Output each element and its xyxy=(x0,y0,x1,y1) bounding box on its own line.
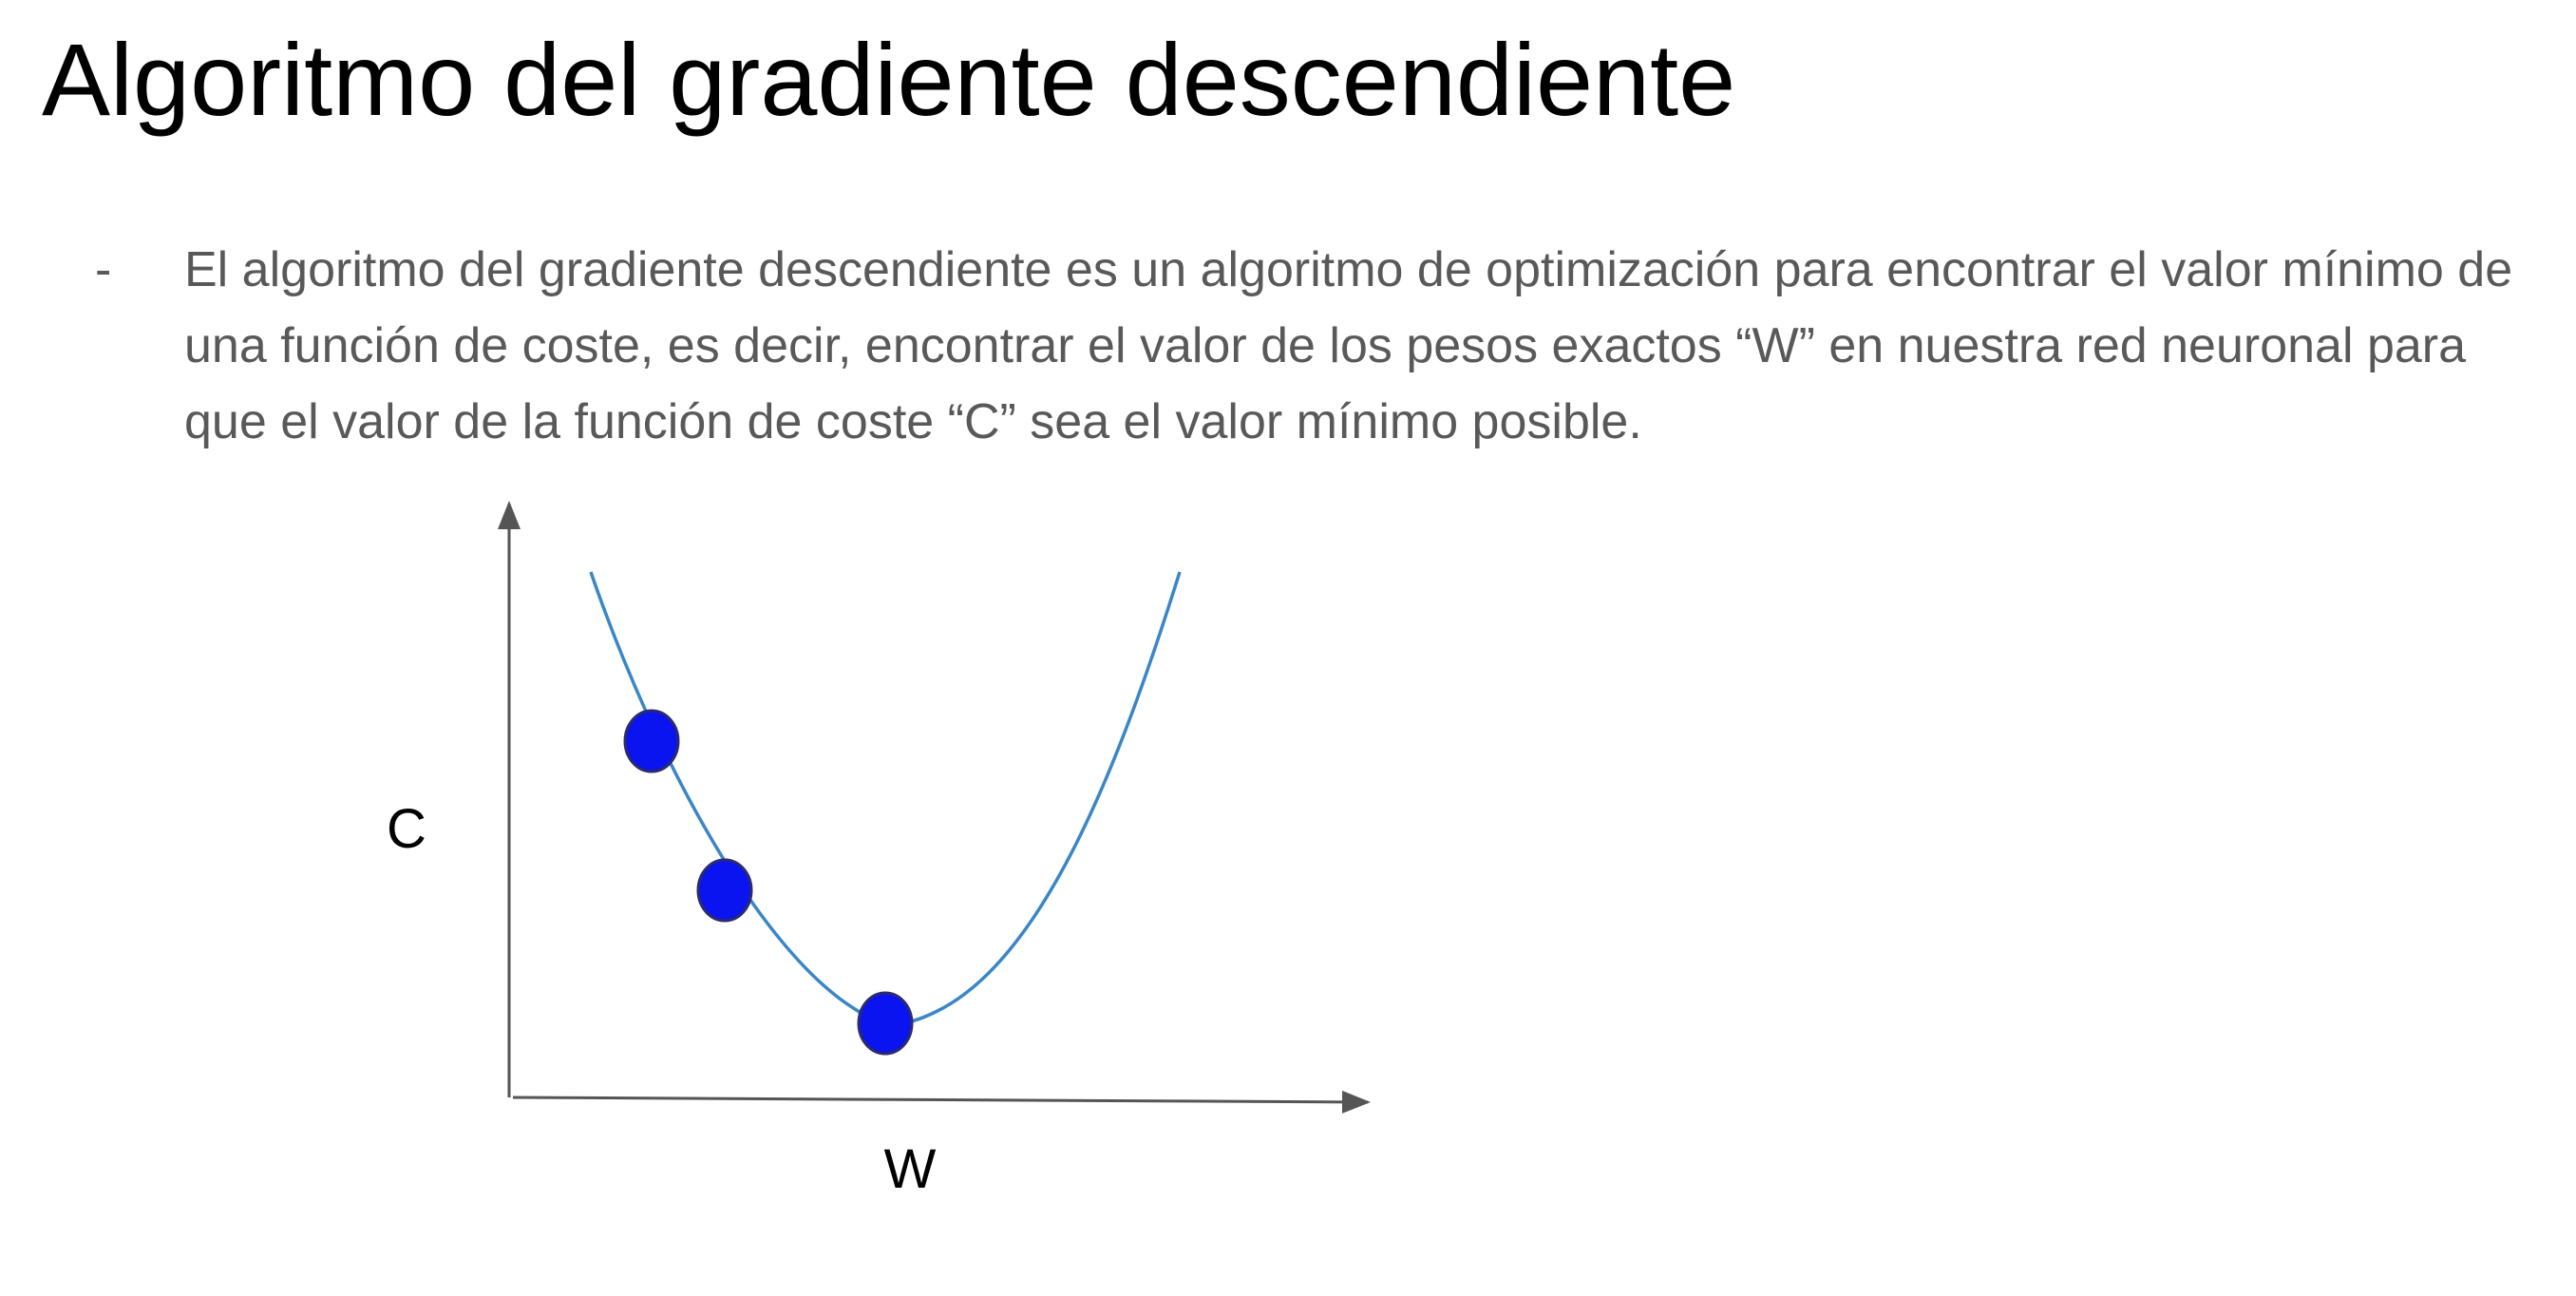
bullet-text: El algoritmo del gradiente descendiente … xyxy=(184,242,2513,449)
cost-curve xyxy=(589,571,1182,1026)
y-axis-label: C xyxy=(387,798,426,860)
x-axis xyxy=(512,1090,1371,1114)
descent-point-1 xyxy=(623,709,680,773)
descent-point-2 xyxy=(696,858,753,923)
descent-point-3 xyxy=(857,991,914,1056)
x-axis-label: W xyxy=(884,1138,937,1200)
bullet-marker: - xyxy=(95,242,112,297)
slide-title: Algoritmo del gradiente descendiente xyxy=(42,22,1736,137)
